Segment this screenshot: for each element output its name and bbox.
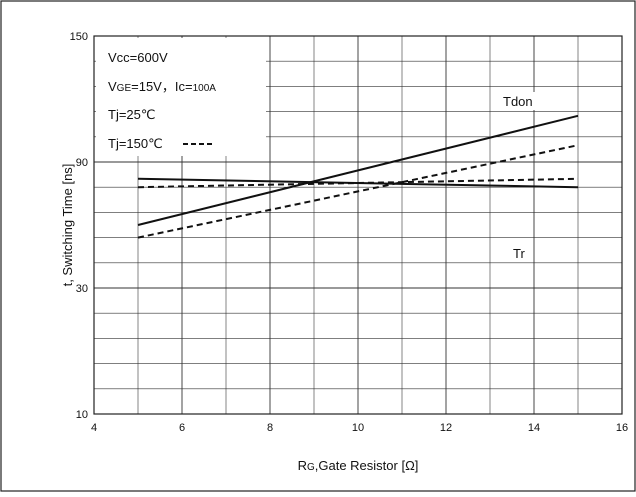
y-tick-label: 30 — [76, 283, 88, 295]
condition-vcc: Vcc=600V — [108, 50, 168, 65]
y-tick-label: 90 — [76, 157, 88, 169]
x-tick-label: 8 — [267, 422, 273, 434]
x-tick-label: 12 — [440, 422, 452, 434]
condition-tj25: Tj=25℃ — [108, 107, 155, 122]
x-axis-title-rest: ,Gate Resistor [Ω] — [315, 458, 419, 473]
x-axis-title-main: R — [298, 458, 307, 473]
y-axis-title: t, Switching Time [ns] — [60, 164, 75, 287]
y-tick-label: 150 — [70, 31, 88, 43]
x-tick-label: 14 — [528, 422, 540, 434]
x-tick-label: 16 — [616, 422, 628, 434]
ic-main: Ic= — [175, 79, 193, 94]
x-tick-label: 4 — [91, 422, 97, 434]
series-label-tdon: Tdon — [503, 94, 533, 109]
vge-rest: =15V， — [131, 79, 175, 94]
ic-small: 100A — [193, 83, 217, 94]
x-tick-label: 10 — [352, 422, 364, 434]
x-tick-label: 6 — [179, 422, 185, 434]
vge-sub: GE — [117, 83, 132, 94]
series-label-tr: Tr — [513, 246, 525, 261]
y-tick-label: 10 — [76, 409, 88, 421]
condition-tj150: Tj=150℃ — [108, 136, 163, 151]
x-axis-title: RG,Gate Resistor [Ω] — [298, 458, 419, 473]
vge-main: V — [108, 79, 117, 94]
